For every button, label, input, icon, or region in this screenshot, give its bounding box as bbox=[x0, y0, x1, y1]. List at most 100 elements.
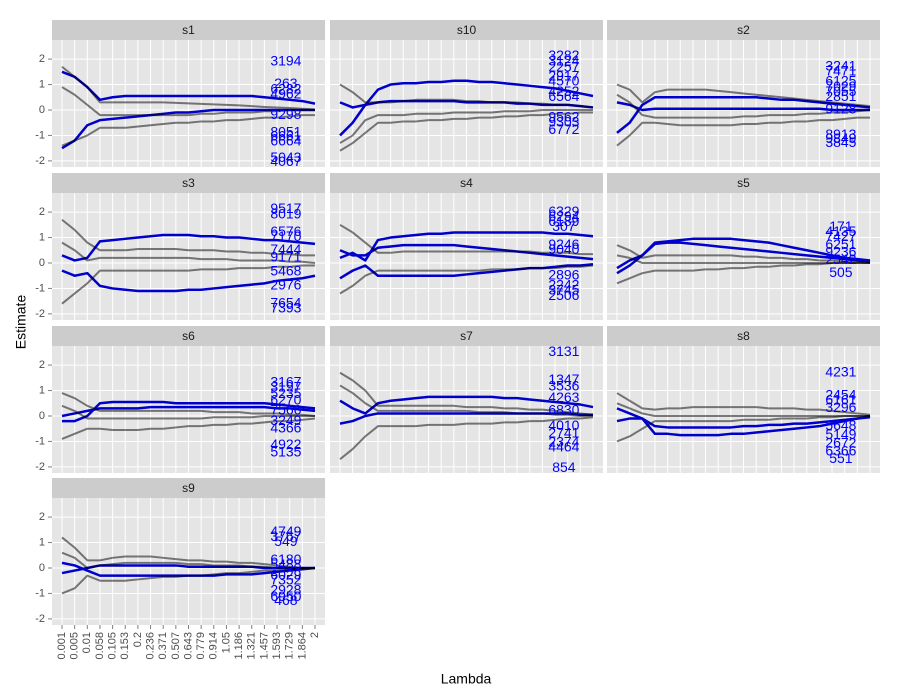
y-tick-label: -1 bbox=[35, 435, 45, 447]
annotation: 3745 bbox=[548, 282, 579, 298]
annotation: 4067 bbox=[270, 153, 301, 169]
annotation: 3536 bbox=[548, 377, 579, 393]
x-tick-label: 0.914 bbox=[208, 632, 220, 660]
annotation: 3296 bbox=[825, 399, 856, 415]
series-line bbox=[61, 233, 316, 262]
strip-label: s7 bbox=[460, 329, 473, 343]
annotation: 6251 bbox=[825, 236, 856, 252]
annotation: 6950 bbox=[270, 588, 301, 604]
series-line bbox=[616, 83, 871, 108]
y-tick-label: 0 bbox=[39, 104, 45, 116]
annotation: 6664 bbox=[270, 133, 301, 149]
annotation: 3249 bbox=[270, 412, 301, 428]
x-tick-label: 0.105 bbox=[107, 632, 119, 660]
annotation: 7566 bbox=[270, 402, 301, 418]
series-line bbox=[339, 223, 593, 256]
annotation: 6576 bbox=[270, 223, 301, 239]
annotation: 6180 bbox=[270, 551, 301, 567]
series-line bbox=[61, 417, 316, 440]
y-axis-title: Estimate bbox=[13, 295, 29, 350]
annotation: 2928 bbox=[270, 582, 301, 598]
y-tick-label: 2 bbox=[39, 53, 45, 65]
annotation: 468 bbox=[274, 592, 298, 608]
series-line bbox=[616, 93, 871, 119]
x-tick-label: 0.005 bbox=[69, 632, 81, 660]
annotation: 549 bbox=[274, 533, 298, 549]
y-tick-label: -2 bbox=[35, 461, 45, 473]
series-line bbox=[616, 96, 871, 134]
annotation: 3167 bbox=[270, 374, 301, 390]
x-tick-label: 1.593 bbox=[271, 632, 283, 660]
annotation: 3282 bbox=[548, 47, 579, 63]
annotation: 8913 bbox=[825, 126, 856, 142]
series-line bbox=[339, 384, 593, 417]
annotation: 263 bbox=[274, 75, 298, 91]
series-line bbox=[61, 269, 316, 293]
series-line bbox=[616, 402, 870, 417]
annotation: 9171 bbox=[270, 249, 301, 265]
annotation: 171 bbox=[829, 218, 853, 234]
annotation: 9517 bbox=[270, 200, 301, 216]
strip-label: s9 bbox=[182, 481, 195, 495]
series-line bbox=[339, 108, 593, 144]
annotation: 7427 bbox=[825, 228, 856, 244]
annotation: 6294 bbox=[548, 208, 579, 224]
annotation: 2896 bbox=[548, 266, 579, 282]
x-tick-label: 0.779 bbox=[195, 632, 207, 660]
annotation: 6661 bbox=[270, 127, 301, 143]
annotation: 854 bbox=[552, 459, 576, 475]
annotation: 6270 bbox=[270, 391, 301, 407]
series-line bbox=[616, 244, 871, 264]
annotation: 2672 bbox=[825, 435, 856, 451]
annotation: 5043 bbox=[270, 149, 301, 165]
series-line bbox=[61, 264, 315, 305]
annotation: 4962 bbox=[270, 85, 301, 101]
series-line bbox=[61, 70, 316, 105]
y-tick-label: -1 bbox=[35, 282, 45, 294]
strip-label: s1 bbox=[182, 23, 195, 37]
series-line bbox=[61, 404, 315, 420]
series-line bbox=[61, 218, 315, 257]
annotation: 4570 bbox=[548, 73, 579, 89]
strip-background bbox=[52, 478, 325, 498]
annotation: 6161 bbox=[825, 391, 856, 407]
series-line bbox=[339, 83, 594, 109]
strip-label: s10 bbox=[457, 23, 477, 37]
annotation: 7029 bbox=[825, 78, 856, 94]
annotation: 3241 bbox=[825, 57, 856, 73]
y-tick-label: -1 bbox=[35, 587, 45, 599]
y-tick-label: -2 bbox=[35, 613, 45, 625]
annotation: 6189 bbox=[548, 213, 579, 229]
series-line bbox=[616, 392, 871, 416]
strip-background bbox=[330, 173, 603, 193]
annotation: 7055 bbox=[825, 83, 856, 99]
strip-label: s5 bbox=[737, 176, 750, 190]
series-line bbox=[62, 400, 316, 423]
x-tick-label: 1.457 bbox=[258, 632, 270, 660]
x-tick-label: 0.058 bbox=[94, 632, 106, 660]
series-line bbox=[339, 231, 594, 262]
x-tick-label: 0.236 bbox=[144, 632, 156, 660]
annotation: 3194 bbox=[270, 52, 301, 68]
annotation: 9246 bbox=[548, 236, 579, 252]
x-axis-title: Lambda bbox=[441, 671, 492, 687]
annotation: 5235 bbox=[270, 385, 301, 401]
annotation: 3767 bbox=[270, 528, 301, 544]
series-line bbox=[616, 116, 870, 147]
x-tick-label: 0.507 bbox=[170, 632, 182, 660]
series-line bbox=[616, 414, 870, 443]
series-line bbox=[616, 254, 870, 264]
annotation: 5468 bbox=[270, 263, 301, 279]
series-line bbox=[339, 395, 594, 415]
series-line bbox=[339, 371, 594, 416]
x-tick-label: 1.729 bbox=[284, 632, 296, 660]
annotation: 4922 bbox=[270, 436, 301, 452]
annotation: 4749 bbox=[270, 523, 301, 539]
annotation: 7654 bbox=[270, 294, 301, 310]
annotation: 9040 bbox=[548, 241, 579, 257]
annotation: 2257 bbox=[548, 59, 579, 75]
x-tick-label: 2 bbox=[309, 632, 321, 638]
annotation: 5135 bbox=[270, 444, 301, 460]
x-tick-label: 1.05 bbox=[220, 632, 232, 653]
